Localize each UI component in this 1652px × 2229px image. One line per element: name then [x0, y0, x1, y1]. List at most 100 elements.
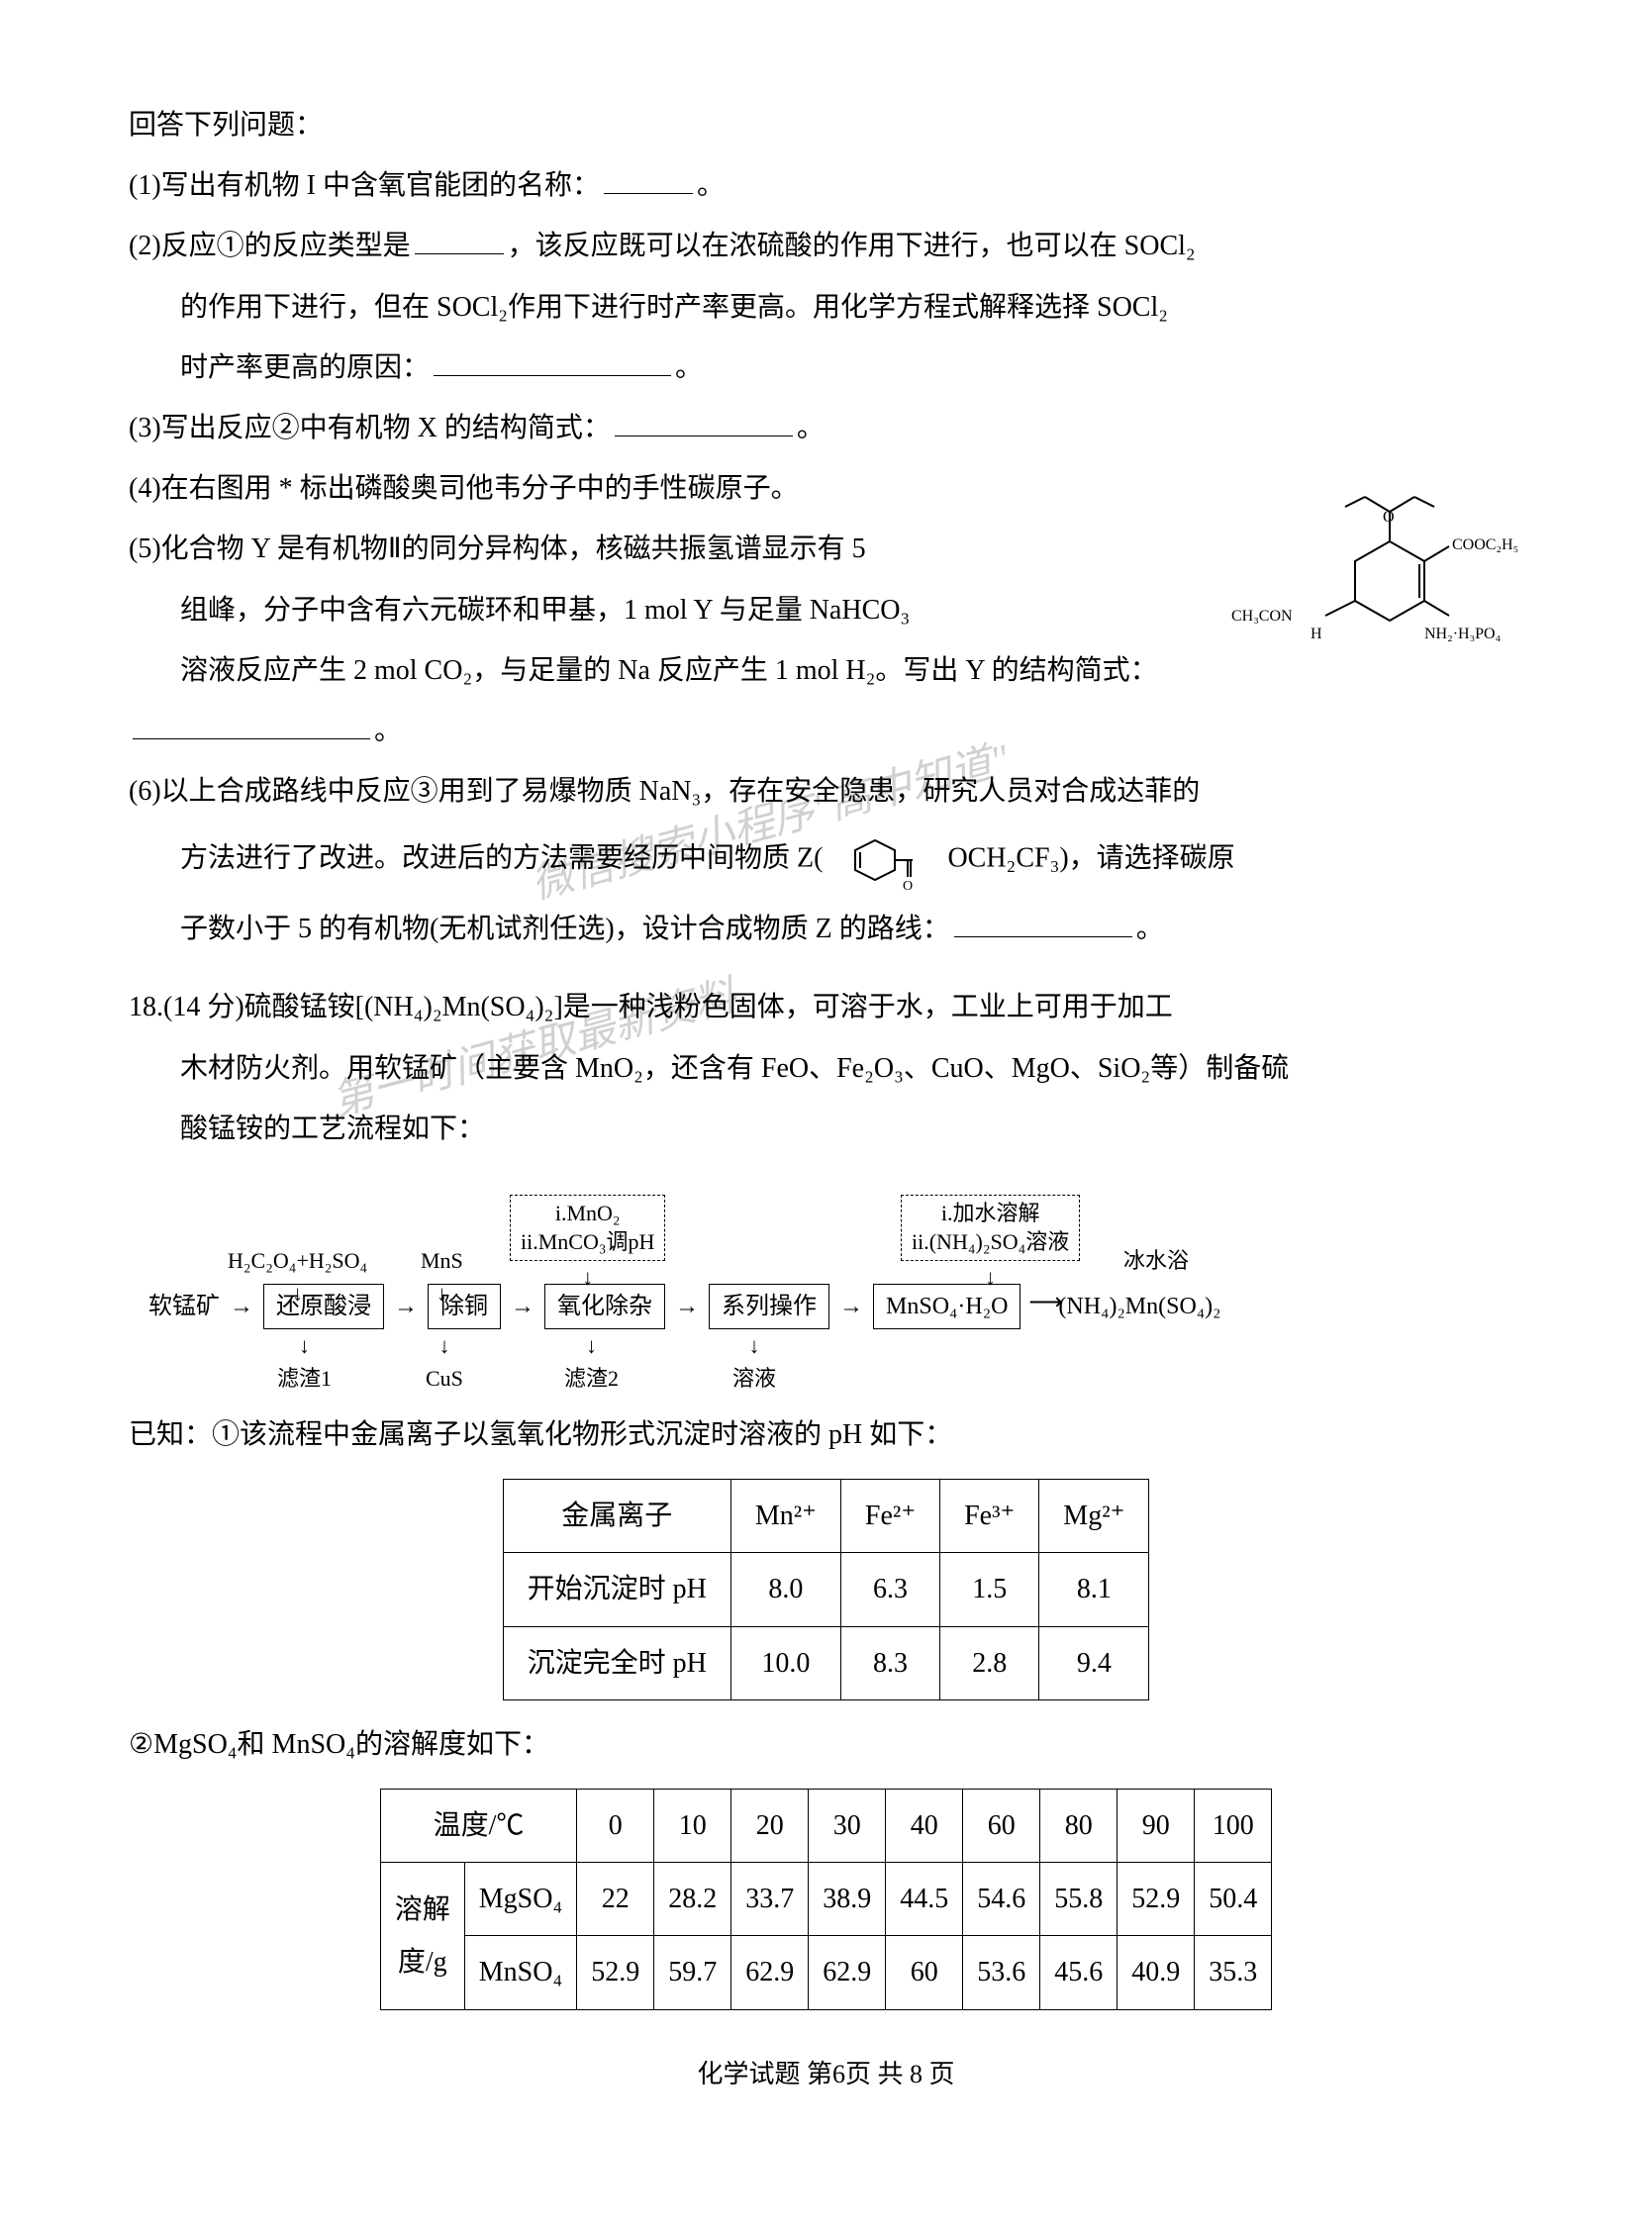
mol-cooc-label: COOC₂H₅ [1452, 536, 1518, 553]
flow-top2: MnS [421, 1248, 463, 1273]
t2-r2c9: 50.4 [1195, 1863, 1272, 1936]
t1-h4: Mg²⁺ [1039, 1480, 1149, 1553]
q18-line2: 木材防火剂。用软锰矿（主要含 MnO₂，还含有 FeO、Fe₂O₃、CuO、Mg… [129, 1042, 1523, 1095]
flow-top4a: i.加水溶解 [941, 1201, 1040, 1225]
t1-h1: Mn²⁺ [730, 1480, 840, 1553]
q5-blank[interactable] [133, 716, 370, 739]
q18-line3: 酸锰铵的工艺流程如下： [129, 1103, 1523, 1155]
t2-r1c4: 30 [809, 1789, 886, 1862]
arrow-icon: → [394, 1289, 418, 1324]
flow-n0: 软锰矿 [148, 1289, 220, 1324]
flow-top1: H₂C₂O₄+H₂SO₄ [228, 1248, 367, 1273]
flow-b4: 溶液 [732, 1366, 776, 1391]
t2-r1c6: 60 [963, 1789, 1040, 1862]
mol-ch3con-label: CH₃CON [1231, 608, 1293, 625]
t2-r3c0: MnSO₄ [464, 1936, 576, 2009]
t1-r1c1: 10.0 [730, 1626, 840, 1699]
t2-r1c3: 20 [731, 1789, 809, 1862]
t2-r1c9: 100 [1195, 1789, 1272, 1862]
t1-r1c4: 9.4 [1039, 1626, 1149, 1699]
t2-r3c6: 53.6 [963, 1936, 1040, 2009]
solubility-table: 温度/℃ 0 10 20 30 40 60 80 90 100 溶解 度/g M… [380, 1789, 1272, 2010]
arrow-icon: → [511, 1289, 534, 1324]
t2-r2c2: 28.2 [654, 1863, 731, 1936]
q18-known1: 已知：①该流程中金属离子以氢氧化物形式沉淀时溶液的 pH 如下： [129, 1408, 1523, 1461]
t1-r1c0: 沉淀完全时 pH [503, 1626, 730, 1699]
phosphate-molecule-svg: O COOC₂H₅ CH₃CON H NH₂·H₃PO₄ [1226, 462, 1523, 680]
t2-r3c5: 60 [886, 1936, 963, 2009]
q6-3a: 子数小于 5 的有机物(无机试剂任选)，设计合成物质 Z 的路线： [180, 914, 950, 944]
flow-top3a: i.MnO₂ [555, 1201, 621, 1225]
t2-r2c5: 44.5 [886, 1863, 963, 1936]
intro-text: 回答下列问题： [129, 99, 1523, 151]
table-row: 温度/℃ 0 10 20 30 40 60 80 90 100 [380, 1789, 1271, 1862]
molecule-figure: O COOC₂H₅ CH₃CON H NH₂·H₃PO₄ [1226, 462, 1523, 698]
q3-blank[interactable] [615, 413, 793, 436]
q6-line3: 微信搜索小程序"高中知道" 子数小于 5 的有机物(无机试剂任选)，设计合成物质… [129, 903, 1523, 955]
t2-label: 溶解 度/g [380, 1863, 464, 2009]
t2-r3c8: 40.9 [1118, 1936, 1195, 2009]
t2-r1c8: 90 [1118, 1789, 1195, 1862]
flow-b1: 滤渣1 [277, 1366, 332, 1391]
q2-1b: ，该反应既可以在浓硫酸的作用下进行，也可以在 SOCl₂ [508, 231, 1196, 261]
q2-blank1[interactable] [415, 231, 504, 254]
t1-h0: 金属离子 [503, 1480, 730, 1553]
q6-blank[interactable] [954, 914, 1132, 937]
q5-line4: 。 [129, 705, 1523, 757]
arrow-icon: → [675, 1289, 699, 1324]
q6-2a: 方法进行了改进。改进后的方法需要经历中间物质 Z( [180, 843, 823, 874]
t1-h3: Fe³⁺ [940, 1480, 1039, 1553]
flow-n6: (NH₄)₂Mn(SO₄)₂ [1058, 1289, 1220, 1324]
t2-r1c5: 40 [886, 1789, 963, 1862]
t2-r2c3: 33.7 [731, 1863, 809, 1936]
q1: (1)写出有机物 I 中含氧官能团的名称： 。 [129, 159, 1523, 212]
arrow-icon: ⟶ [1030, 1289, 1048, 1324]
t2-r2c4: 38.9 [809, 1863, 886, 1936]
t1-r0c3: 1.5 [940, 1553, 1039, 1626]
q18-block: 第一时间获取最新资料 18.(14 分)硫酸锰铵[(NH₄)₂Mn(SO₄)₂]… [129, 981, 1523, 2009]
flow-top3b: ii.MnCO₃调pH [521, 1229, 654, 1254]
t2-r3c3: 62.9 [731, 1936, 809, 2009]
q2-blank2[interactable] [434, 352, 671, 376]
t2-r2c8: 52.9 [1118, 1863, 1195, 1936]
mol-nh2-label: NH₂·H₃PO₄ [1424, 626, 1502, 642]
q1-text: (1)写出有机物 I 中含氧官能团的名称： [129, 170, 600, 201]
t2-r2c7: 55.8 [1040, 1863, 1118, 1936]
t2-r1c0: 温度/℃ [380, 1789, 576, 1862]
molecule-z-svg: O [835, 825, 934, 895]
q2-line2: 的作用下进行，但在 SOCl₂作用下进行时产率更高。用化学方程式解释选择 SOC… [129, 281, 1523, 334]
table-row: 溶解 度/g MgSO₄ 22 28.2 33.7 38.9 44.5 54.6… [380, 1863, 1271, 1936]
svg-text:O: O [903, 879, 913, 894]
t2-label2: 度/g [398, 1947, 447, 1978]
mol-h-label: H [1311, 626, 1322, 642]
q2-line1: (2)反应①的反应类型是 ，该反应既可以在浓硫酸的作用下进行，也可以在 SOCl₂ [129, 220, 1523, 272]
flow-top-icebath: 冰水浴 [1123, 1248, 1189, 1273]
t1-r0c2: 6.3 [840, 1553, 939, 1626]
t2-r3c7: 45.6 [1040, 1936, 1118, 2009]
t2-r2c0: MgSO₄ [464, 1863, 576, 1936]
table-row: 沉淀完全时 pH 10.0 8.3 2.8 9.4 [503, 1626, 1149, 1699]
q2-line3: 时产率更高的原因：。 [129, 341, 1523, 394]
ph-table: 金属离子 Mn²⁺ Fe²⁺ Fe³⁺ Mg²⁺ 开始沉淀时 pH 8.0 6.… [503, 1479, 1150, 1700]
q6-line2: 方法进行了改进。改进后的方法需要经历中间物质 Z( O OCH₂CF₃)，请选择… [129, 825, 1523, 895]
t2-r1c7: 80 [1040, 1789, 1118, 1862]
arrow-icon: → [839, 1289, 863, 1324]
q6-2b: OCH₂CF₃)，请选择碳原 [947, 843, 1234, 874]
q5-suffix: 。 [374, 716, 402, 746]
flow-diagram: H₂C₂O₄+H₂SO₄↓ MnS↓ i.MnO₂ ii.MnCO₃调pH ↓ … [129, 1175, 1523, 1379]
t2-r2c1: 22 [577, 1863, 654, 1936]
table-row: MnSO₄ 52.9 59.7 62.9 62.9 60 53.6 45.6 4… [380, 1936, 1271, 2009]
flow-b2: CuS [426, 1366, 463, 1391]
q3: (3)写出反应②中有机物 X 的结构简式： 。 [129, 402, 1523, 454]
q1-blank[interactable] [604, 170, 693, 194]
page-footer: 化学试题 第6页 共 8 页 [129, 2050, 1523, 2098]
t1-r0c0: 开始沉淀时 pH [503, 1553, 730, 1626]
q2-3a: 时产率更高的原因： [180, 352, 430, 383]
q1-suffix: 。 [697, 170, 725, 201]
q2-1a: (2)反应①的反应类型是 [129, 231, 411, 261]
q18-header: 18.(14 分)硫酸锰铵[(NH₄)₂Mn(SO₄)₂]是一种浅粉色固体，可溶… [129, 981, 1523, 1033]
q3-b: 。 [797, 413, 825, 443]
q3-a: (3)写出反应②中有机物 X 的结构简式： [129, 413, 611, 443]
q18-known2: ②MgSO₄和 MnSO₄的溶解度如下： [129, 1718, 1523, 1771]
mol-o-label: O [1383, 509, 1395, 526]
